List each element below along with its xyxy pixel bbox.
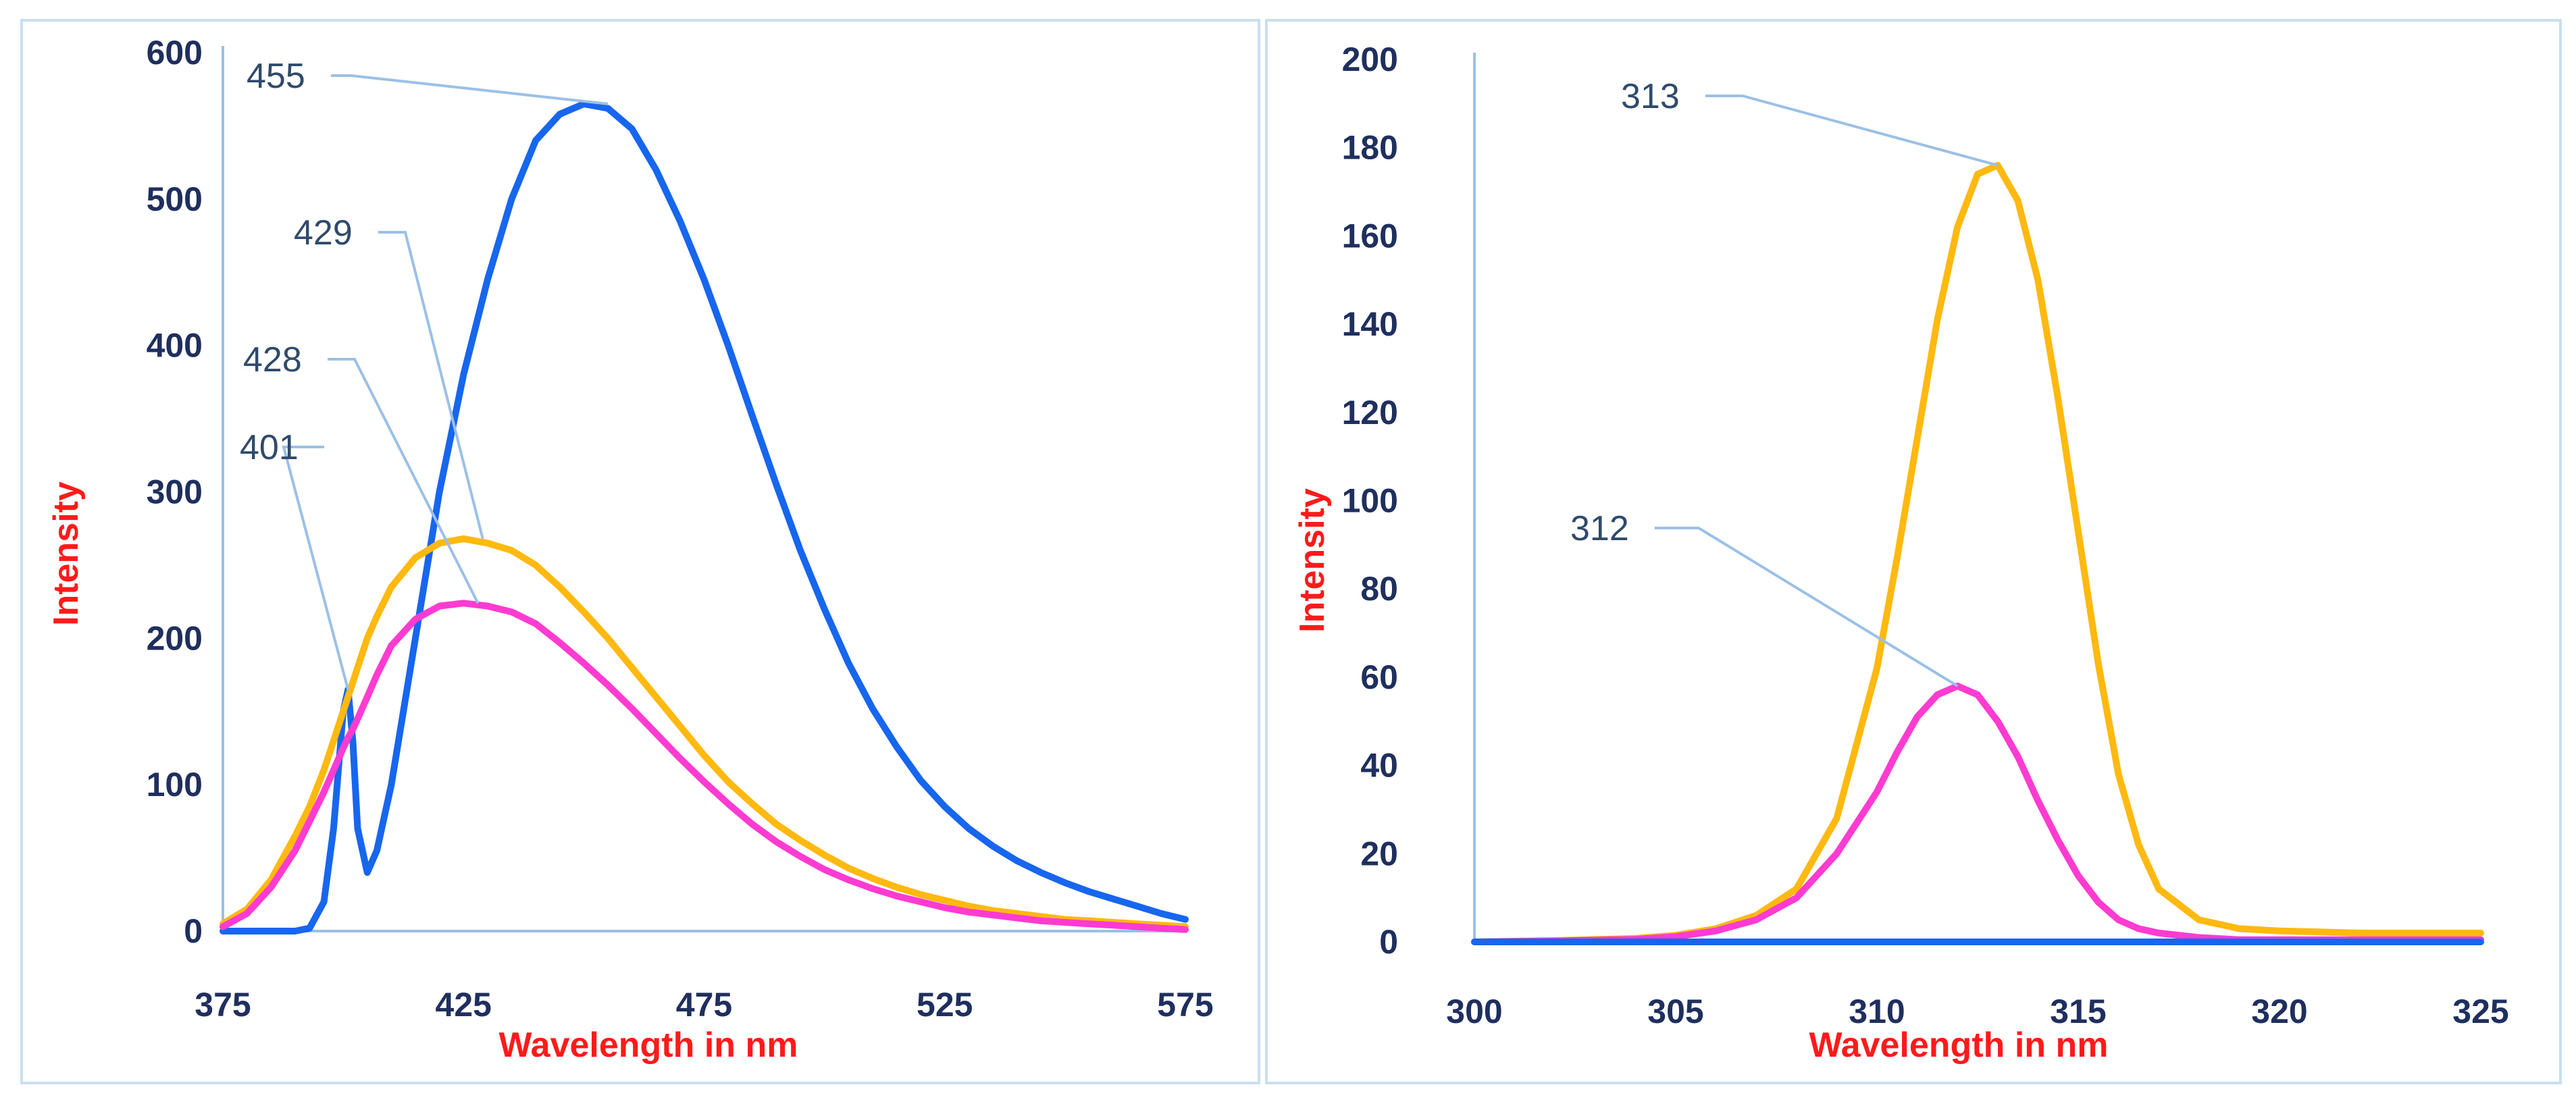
chart2-y-tick-label: 80 — [1360, 570, 1398, 608]
chart1-peak-leader-line — [282, 446, 350, 690]
chart2-x-tick-label: 300 — [1446, 993, 1502, 1030]
chart2-x-tick-label: 310 — [1849, 993, 1905, 1030]
chart1-x-axis-title: Wavelength in nm — [499, 1026, 798, 1065]
chart2-series-line-magenta — [1471, 683, 2484, 945]
chart1-y-tick-label: 300 — [147, 473, 203, 511]
chart1-x-tick-label: 375 — [195, 986, 251, 1024]
chart1-y-tick-label: 0 — [184, 912, 203, 950]
chart2-x-axis-title: Wavelength in nm — [1809, 1026, 2109, 1065]
chart1-peak-label: 455 — [247, 57, 305, 96]
chart2-y-tick-label: 20 — [1360, 835, 1398, 872]
chart1-peak-leader-line — [331, 74, 609, 105]
chart1-series-line-blue — [220, 100, 1189, 934]
chart2-y-tick-label: 140 — [1342, 305, 1398, 343]
chart2-peak-label: 313 — [1621, 77, 1680, 116]
chart1-y-tick-label: 500 — [147, 180, 203, 218]
chart2-peak-leader-line — [1705, 95, 1999, 167]
chart2-y-tick-label: 100 — [1342, 482, 1398, 520]
chart2-y-tick-label: 0 — [1379, 923, 1398, 961]
chart-panel-right — [1265, 19, 2562, 1084]
chart2-y-tick-label: 200 — [1342, 41, 1398, 78]
chart1-y-tick-label: 600 — [147, 34, 203, 72]
chart1-x-tick-label: 425 — [436, 986, 492, 1024]
chart1-peak-leader-line — [328, 358, 480, 604]
chart1-y-axis-title: Intensity — [47, 481, 86, 626]
chart2-y-tick-label: 60 — [1360, 658, 1398, 696]
chart2-x-tick-label: 315 — [2050, 993, 2106, 1030]
chart2-peak-label: 312 — [1570, 509, 1629, 548]
chart1-peak-label: 429 — [294, 213, 353, 253]
chart2-y-axis-title: Intensity — [1293, 488, 1332, 633]
chart1-y-tick-label: 100 — [147, 766, 203, 803]
chart-panel-left — [20, 19, 1260, 1084]
chart1-x-tick-label: 475 — [676, 986, 732, 1024]
chart1-y-tick-label: 200 — [147, 619, 203, 657]
chart1-peak-label: 428 — [243, 340, 302, 379]
chart1-peak-leader-line — [378, 231, 484, 539]
chart2-x-tick-label: 325 — [2452, 993, 2508, 1030]
chart1-y-tick-label: 400 — [147, 327, 203, 365]
chart2-y-tick-label: 120 — [1342, 394, 1398, 431]
chart2-y-tick-label: 40 — [1360, 747, 1398, 785]
chart2-x-tick-label: 320 — [2251, 993, 2307, 1030]
chart1-x-tick-label: 525 — [917, 986, 973, 1024]
chart1-series-line-yellow — [220, 535, 1189, 930]
chart2-y-tick-label: 160 — [1342, 217, 1398, 255]
chart1-peak-label: 401 — [240, 428, 299, 467]
chart2-peak-leader-line — [1655, 527, 1959, 687]
chart2-series-line-yellow — [1471, 161, 2484, 945]
chart1-series-line-magenta — [220, 600, 1189, 933]
chart2-x-tick-label: 305 — [1647, 993, 1703, 1030]
chart1-x-tick-label: 575 — [1157, 986, 1213, 1024]
chart2-y-tick-label: 180 — [1342, 129, 1398, 167]
